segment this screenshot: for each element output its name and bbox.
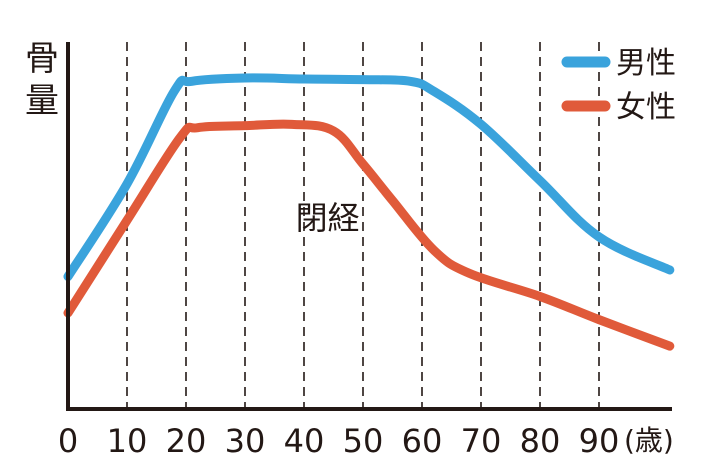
- x-tick-label: 40: [284, 422, 325, 460]
- series-lines: [63, 73, 675, 351]
- axes: [66, 42, 672, 411]
- x-tick-label: 0: [58, 422, 78, 460]
- series-line: [63, 119, 675, 351]
- x-axis-unit: (歳): [624, 424, 674, 457]
- grid-lines: [126, 42, 600, 409]
- x-tick-label: 50: [343, 422, 384, 460]
- annotations: 閉経: [296, 199, 360, 237]
- x-tick-label: 70: [461, 422, 502, 460]
- y-axis-label-char: 骨: [25, 39, 59, 79]
- legend-label: 男性: [616, 46, 676, 81]
- series-line: [63, 73, 675, 282]
- x-tick-label: 30: [225, 422, 266, 460]
- x-tick-labels: 0 10 20 30 40 50 60 70 80 90: [58, 422, 620, 460]
- y-axis-label: 骨 量: [22, 38, 62, 122]
- x-tick-label: 90: [579, 422, 620, 460]
- x-tick-label: 80: [520, 422, 561, 460]
- x-tick-label: 10: [107, 422, 148, 460]
- x-tick-label: 20: [166, 422, 207, 460]
- legend-label: 女性: [616, 90, 676, 125]
- y-axis-label-char: 量: [25, 81, 59, 121]
- x-tick-label: 60: [402, 422, 443, 460]
- annotation-label: 閉経: [296, 199, 360, 237]
